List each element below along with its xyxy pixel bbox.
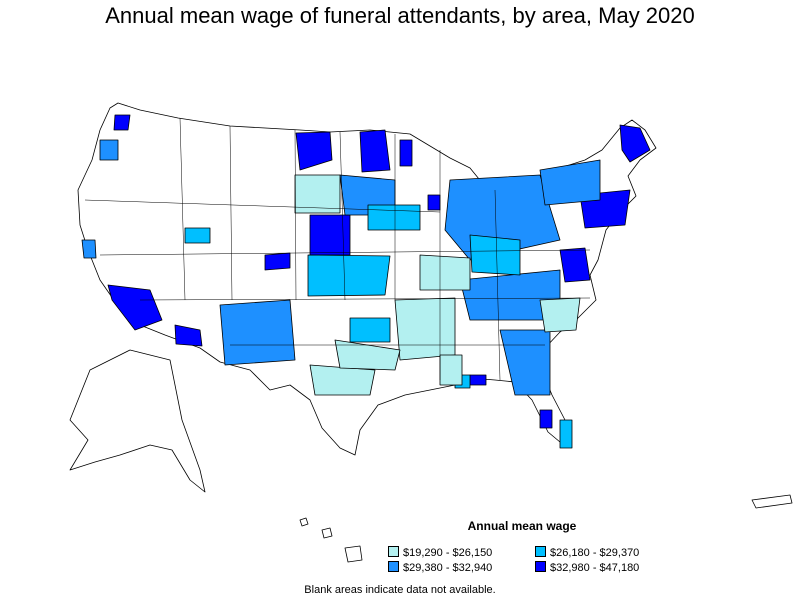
- footnote: Blank areas indicate data not available.: [304, 584, 496, 596]
- alaska-outline: [69, 349, 206, 493]
- legend-swatch-2: [535, 546, 546, 557]
- legend-label-1: $19,290 - $26,150: [403, 547, 493, 559]
- legend-label-2: $26,180 - $29,370: [550, 547, 640, 559]
- legend-title: Annual mean wage: [467, 519, 577, 533]
- legend-item-1: $19,290 - $26,150: [388, 546, 492, 560]
- legend-swatch-1: [388, 546, 399, 557]
- legend-swatch-4: [535, 561, 546, 572]
- map-title: Annual mean wage of funeral attendants, …: [105, 3, 695, 28]
- legend-item-3: $29,380 - $32,940: [388, 561, 492, 575]
- wage-regions: [81, 114, 651, 449]
- legend-item-4: $32,980 - $47,180: [535, 561, 639, 575]
- legend-item-2: $26,180 - $29,370: [535, 546, 639, 560]
- puerto-rico-outline: [751, 494, 793, 509]
- legend-label-3: $29,380 - $32,940: [403, 562, 493, 574]
- hawaii-islands: [299, 517, 363, 563]
- legend-swatch-3: [388, 561, 399, 572]
- area-boundaries: [84, 117, 591, 381]
- legend-label-4: $32,980 - $47,180: [550, 562, 640, 574]
